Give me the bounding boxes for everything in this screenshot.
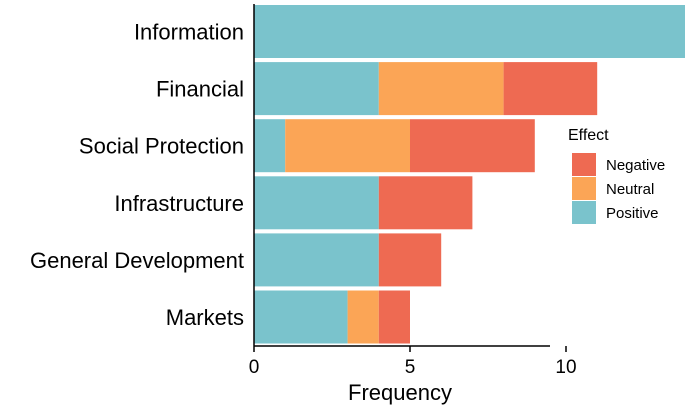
x-tick-label-0: 0	[249, 357, 260, 378]
legend-label-negative: Negative	[606, 157, 665, 174]
legend-title: Effect	[568, 127, 609, 144]
category-label-information: Information	[134, 20, 244, 45]
x-tick-label-10: 10	[555, 357, 576, 378]
category-label-markets: Markets	[166, 305, 244, 330]
category-label-social-protection: Social Protection	[79, 134, 244, 159]
bar-financial-negative	[503, 62, 598, 116]
legend-swatch-positive	[572, 201, 596, 224]
category-label-financial: Financial	[156, 77, 244, 102]
bar-financial-neutral	[378, 62, 504, 116]
category-label-infrastructure: Infrastructure	[114, 191, 244, 216]
bar-markets-positive	[254, 290, 348, 344]
legend-items: Negative Neutral Positive	[572, 153, 665, 224]
legend: Effect Negative Neutral Positive	[568, 127, 665, 224]
bar-social-protection-negative	[410, 119, 535, 173]
bar-infrastructure-negative	[378, 176, 473, 230]
bar-markets-negative	[378, 290, 410, 344]
bars-group	[254, 5, 685, 344]
bar-markets-neutral	[347, 290, 379, 344]
bar-general-development-negative	[378, 233, 442, 287]
legend-label-positive: Positive	[606, 205, 659, 222]
legend-swatch-neutral	[572, 177, 596, 200]
legend-swatch-negative	[572, 153, 596, 176]
x-axis-title: Frequency	[348, 380, 452, 405]
bar-social-protection-neutral	[285, 119, 410, 173]
x-ticks: 051015	[249, 346, 577, 378]
bar-financial-positive	[254, 62, 379, 116]
legend-label-neutral: Neutral	[606, 181, 654, 198]
x-tick-label-5: 5	[405, 357, 416, 378]
bar-social-protection-positive	[254, 119, 286, 173]
category-labels: Information Financial Social Protection Inf…	[30, 20, 244, 331]
bar-infrastructure-positive	[254, 176, 379, 230]
category-label-general-development: General Development	[30, 248, 244, 273]
bar-information-positive	[254, 5, 685, 58]
bar-general-development-positive	[254, 233, 379, 287]
